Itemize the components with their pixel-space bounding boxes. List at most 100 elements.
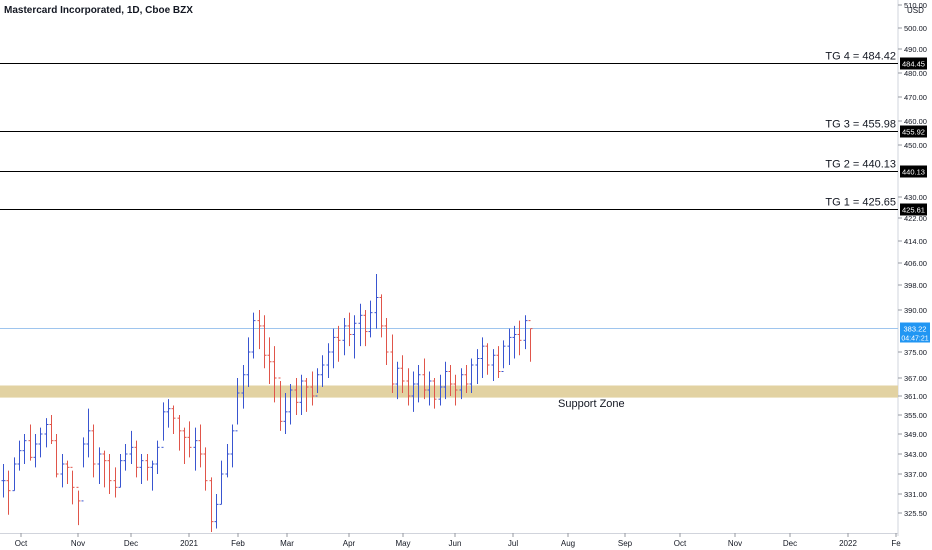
ohlc-bar[interactable] bbox=[501, 340, 506, 372]
ohlc-bar[interactable] bbox=[91, 424, 96, 478]
ohlc-bar[interactable] bbox=[342, 317, 347, 356]
ohlc-bar[interactable] bbox=[97, 447, 102, 484]
ohlc-bar[interactable] bbox=[70, 466, 75, 505]
ohlc-bar[interactable] bbox=[1, 464, 6, 498]
ohlc-bar[interactable] bbox=[475, 349, 480, 384]
ohlc-bar[interactable] bbox=[464, 365, 469, 393]
ohlc-bar[interactable] bbox=[113, 467, 118, 498]
ohlc-bar[interactable] bbox=[145, 454, 150, 481]
ohlc-bar[interactable] bbox=[166, 399, 171, 428]
ohlc-bar[interactable] bbox=[363, 310, 368, 347]
ohlc-bar[interactable] bbox=[400, 355, 405, 393]
ohlc-bar[interactable] bbox=[262, 315, 267, 369]
ohlc-bar[interactable] bbox=[155, 440, 160, 474]
ohlc-bar[interactable] bbox=[326, 343, 331, 378]
ohlc-bar[interactable] bbox=[241, 365, 246, 409]
ohlc-bar[interactable] bbox=[406, 368, 411, 406]
ohlc-bar[interactable] bbox=[512, 325, 517, 359]
ohlc-bar[interactable] bbox=[496, 346, 501, 378]
ohlc-bar[interactable] bbox=[17, 440, 22, 471]
ohlc-bar[interactable] bbox=[315, 368, 320, 397]
ohlc-bar[interactable] bbox=[81, 437, 86, 502]
ohlc-bar[interactable] bbox=[49, 415, 54, 444]
ohlc-bar[interactable] bbox=[38, 427, 43, 458]
ohlc-bar[interactable] bbox=[177, 415, 182, 451]
ohlc-bar[interactable] bbox=[299, 374, 304, 415]
ohlc-bar[interactable] bbox=[374, 274, 379, 329]
ohlc-bar[interactable] bbox=[251, 312, 256, 359]
ohlc-bar[interactable] bbox=[102, 450, 107, 488]
ohlc-bar[interactable] bbox=[432, 378, 437, 409]
ohlc-bar[interactable] bbox=[219, 460, 224, 505]
ohlc-bar[interactable] bbox=[33, 434, 38, 468]
ohlc-bar[interactable] bbox=[193, 427, 198, 471]
ohlc-bar[interactable] bbox=[118, 454, 123, 488]
ohlc-bar[interactable] bbox=[368, 300, 373, 338]
ohlc-bar[interactable] bbox=[225, 444, 230, 478]
ohlc-bar[interactable] bbox=[76, 486, 81, 526]
ohlc-bar[interactable] bbox=[44, 418, 49, 448]
ohlc-bar[interactable] bbox=[198, 424, 203, 468]
ohlc-bar[interactable] bbox=[310, 371, 315, 406]
support-zone-band[interactable] bbox=[0, 385, 898, 398]
ohlc-bar[interactable] bbox=[390, 334, 395, 393]
ohlc-bar[interactable] bbox=[485, 343, 490, 375]
ohlc-bar[interactable] bbox=[523, 315, 528, 350]
ohlc-bar[interactable] bbox=[379, 294, 384, 338]
ohlc-bar[interactable] bbox=[54, 434, 59, 478]
ohlc-bar[interactable] bbox=[12, 457, 17, 492]
ohlc-bar[interactable] bbox=[6, 470, 11, 515]
ohlc-bar[interactable] bbox=[491, 349, 496, 381]
ohlc-bar[interactable] bbox=[246, 337, 251, 387]
ohlc-bar[interactable] bbox=[336, 325, 341, 362]
ohlc-bar[interactable] bbox=[278, 377, 283, 431]
ohlc-bar[interactable] bbox=[453, 374, 458, 406]
ohlc-bar[interactable] bbox=[187, 421, 192, 458]
ohlc-bar[interactable] bbox=[304, 378, 309, 412]
ohlc-bar[interactable] bbox=[60, 454, 65, 488]
ohlc-bar[interactable] bbox=[422, 358, 427, 400]
ohlc-bar[interactable] bbox=[347, 312, 352, 347]
ohlc-bar[interactable] bbox=[416, 365, 421, 403]
ohlc-bar[interactable] bbox=[288, 384, 293, 425]
ohlc-bar[interactable] bbox=[267, 337, 272, 384]
ohlc-bar[interactable] bbox=[22, 434, 27, 464]
ohlc-bar[interactable] bbox=[352, 315, 357, 359]
ohlc-bar[interactable] bbox=[443, 361, 448, 400]
ohlc-bar[interactable] bbox=[123, 444, 128, 471]
ohlc-bar[interactable] bbox=[528, 320, 533, 362]
ohlc-bar[interactable] bbox=[203, 447, 208, 491]
ohlc-bar[interactable] bbox=[358, 303, 363, 347]
ohlc-bar[interactable] bbox=[107, 454, 112, 494]
ohlc-bar[interactable] bbox=[139, 454, 144, 484]
ohlc-bar[interactable] bbox=[384, 317, 389, 365]
ohlc-bar[interactable] bbox=[235, 378, 240, 432]
ohlc-bar[interactable] bbox=[438, 374, 443, 406]
ohlc-bar[interactable] bbox=[294, 378, 299, 415]
ohlc-bar[interactable] bbox=[134, 440, 139, 478]
ohlc-bar[interactable] bbox=[427, 371, 432, 406]
ohlc-bar[interactable] bbox=[507, 328, 512, 365]
ohlc-bar[interactable] bbox=[214, 494, 219, 529]
ohlc-bar[interactable] bbox=[331, 328, 336, 369]
ohlc-bar[interactable] bbox=[230, 424, 235, 468]
ohlc-bar[interactable] bbox=[257, 310, 262, 350]
ohlc-bar[interactable] bbox=[469, 358, 474, 394]
ohlc-bar[interactable] bbox=[171, 405, 176, 435]
ohlc-bar[interactable] bbox=[182, 427, 187, 464]
ohlc-bar[interactable] bbox=[150, 460, 155, 491]
ohlc-bar[interactable] bbox=[209, 477, 214, 532]
ohlc-bar[interactable] bbox=[161, 402, 166, 448]
ohlc-bar[interactable] bbox=[395, 361, 400, 400]
ohlc-bar[interactable] bbox=[459, 368, 464, 400]
ohlc-bar[interactable] bbox=[28, 424, 33, 461]
ohlc-bar[interactable] bbox=[517, 320, 522, 356]
ohlc-bar[interactable] bbox=[129, 430, 134, 464]
ohlc-bar[interactable] bbox=[65, 460, 70, 484]
ohlc-bar[interactable] bbox=[480, 337, 485, 378]
ohlc-bar[interactable] bbox=[448, 365, 453, 396]
ohlc-bar[interactable] bbox=[272, 346, 277, 403]
ohlc-bar[interactable] bbox=[411, 371, 416, 412]
